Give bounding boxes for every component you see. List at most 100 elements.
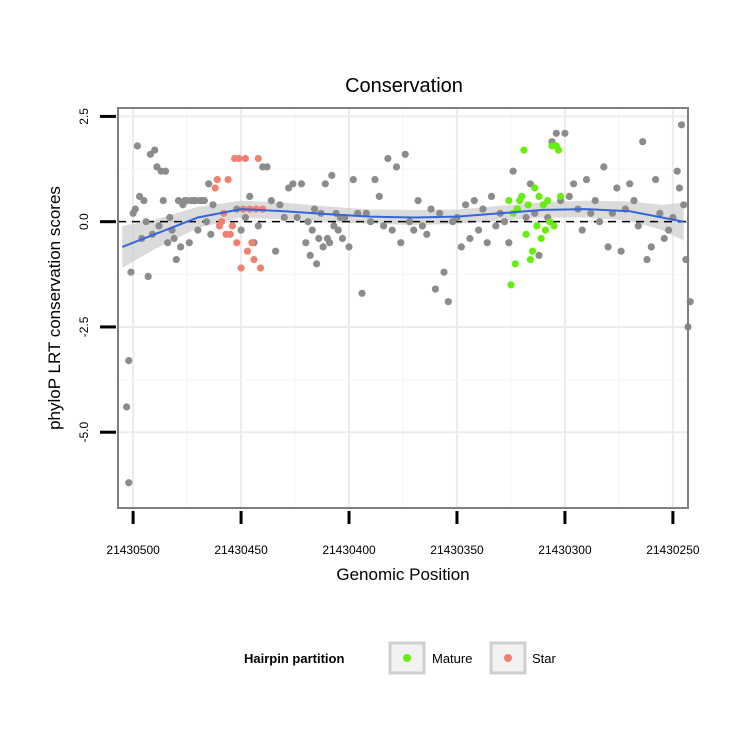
data-point-other (123, 403, 131, 411)
data-point-other (652, 176, 660, 184)
legend-key-mature (388, 641, 426, 675)
data-point-other (552, 129, 560, 137)
data-point-other (643, 256, 651, 264)
data-point-other (427, 205, 435, 213)
data-point-other (345, 243, 353, 251)
x-tick-label: 21430350 (430, 543, 484, 557)
data-point-star (256, 264, 265, 272)
x-tick-label: 21430500 (106, 543, 160, 557)
data-point-other (535, 251, 543, 259)
data-point-other (397, 239, 405, 247)
data-point-mature (505, 197, 513, 205)
data-point-other (155, 222, 163, 230)
data-point-other (289, 180, 297, 188)
data-point-other (423, 230, 431, 238)
data-point-other (665, 226, 673, 234)
data-point-other (561, 129, 569, 137)
data-point-other (522, 213, 530, 222)
data-point-other (319, 243, 327, 251)
data-point-mature (533, 222, 541, 230)
data-point-other (306, 251, 314, 259)
data-point-star (254, 154, 262, 163)
legend-title: Hairpin partition (244, 651, 344, 666)
data-point-mature (520, 146, 528, 154)
data-point-other (362, 209, 370, 217)
data-point-other (170, 234, 178, 243)
data-point-star (237, 264, 245, 272)
x-tick-label: 21430300 (538, 543, 592, 557)
data-point-other (570, 180, 578, 188)
data-point-other (470, 197, 478, 205)
data-point-other (304, 218, 312, 226)
data-point-other (205, 180, 213, 188)
data-point-other (466, 234, 474, 243)
data-point-other (436, 209, 444, 217)
data-point-other (142, 218, 150, 226)
data-point-other (418, 222, 426, 230)
data-point-other (172, 256, 180, 264)
data-point-other (500, 218, 509, 226)
data-point-other (131, 205, 139, 213)
x-tick-label: 21430450 (214, 543, 268, 557)
data-point-other (207, 230, 215, 238)
data-point-mature (528, 247, 537, 255)
data-point-star (248, 239, 256, 247)
data-point-other (630, 197, 638, 205)
plot-panel-border (117, 107, 689, 509)
data-point-other (125, 357, 133, 365)
data-point-other (604, 243, 612, 251)
data-point-other (313, 260, 321, 268)
data-point-other (401, 150, 409, 158)
data-point-other (237, 226, 245, 234)
legend: Hairpin partition Mature Star (244, 641, 557, 675)
data-point-mature (544, 197, 552, 205)
smooth-trend-line (121, 208, 684, 248)
data-point-other (639, 138, 647, 146)
chart-title: Conservation (345, 75, 463, 97)
data-point-other (127, 268, 135, 276)
data-point-mature (526, 256, 535, 264)
x-axis: 21430500 21430450 21430400 21430350 21430300… (106, 511, 700, 557)
confidence-band-layer (122, 200, 684, 268)
data-point-other (276, 201, 284, 209)
data-point-other (151, 146, 159, 154)
grid-lines (118, 108, 688, 508)
data-point-other (388, 226, 396, 234)
smooth-line-layer (121, 208, 684, 248)
legend-label-mature: Mature (432, 651, 472, 666)
data-point-other (358, 289, 366, 297)
y-tick-label: 2.5 (77, 108, 91, 125)
legend-label-star: Star (532, 651, 557, 666)
legend-dot-mature (403, 654, 411, 662)
data-point-other (656, 209, 664, 217)
data-point-other (272, 247, 280, 255)
data-point-other (308, 226, 316, 234)
data-point-other (209, 201, 217, 209)
data-point-other (613, 184, 621, 192)
data-point-star (233, 239, 241, 247)
x-tick-label: 21430400 (322, 543, 376, 557)
data-point-star (218, 218, 226, 226)
data-point-star (211, 184, 219, 192)
data-point-other (475, 226, 483, 234)
data-point-other (483, 239, 491, 247)
data-point-mature (537, 234, 545, 243)
data-point-other (140, 197, 148, 205)
data-point-other (161, 167, 170, 175)
data-point-other (410, 226, 418, 234)
data-point-other (673, 167, 681, 175)
data-point-other (582, 176, 591, 184)
data-point-other (479, 205, 487, 213)
data-point-other (440, 268, 448, 276)
data-point-other (578, 226, 586, 234)
data-point-other (371, 176, 379, 184)
data-point-other (321, 180, 329, 188)
x-axis-title: Genomic Position (336, 565, 469, 584)
data-point-other (125, 479, 133, 487)
data-point-star (241, 154, 249, 163)
data-point-mature (524, 201, 532, 209)
data-point-other (414, 197, 422, 205)
legend-dot-star (504, 654, 512, 662)
data-point-star (235, 154, 243, 163)
data-point-other (675, 184, 684, 192)
